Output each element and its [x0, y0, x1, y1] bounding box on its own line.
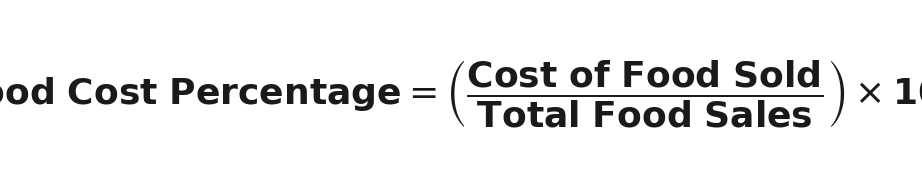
Text: $\mathbf{Food\ Cost\ Percentage} = \left( \dfrac{\mathbf{Cost\ of\ Food\ Sold}}{: $\mathbf{Food\ Cost\ Percentage} = \left…	[0, 58, 922, 129]
